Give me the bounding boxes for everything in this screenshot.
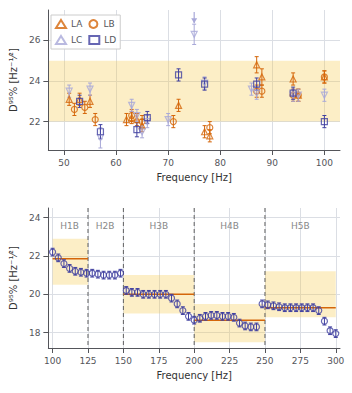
svg-text:275: 275 <box>292 356 309 366</box>
svg-text:125: 125 <box>79 356 96 366</box>
svg-text:24: 24 <box>29 76 41 86</box>
svg-text:H4B: H4B <box>220 221 239 231</box>
svg-text:LA: LA <box>71 19 83 29</box>
svg-text:LC: LC <box>71 35 82 45</box>
svg-text:150: 150 <box>115 356 132 366</box>
svg-text:H2B: H2B <box>96 221 115 231</box>
svg-text:Frequency [Hz]: Frequency [Hz] <box>156 370 232 381</box>
svg-text:26: 26 <box>29 35 41 45</box>
svg-text:90: 90 <box>267 158 279 168</box>
svg-text:18: 18 <box>29 328 41 338</box>
svg-text:70: 70 <box>162 158 174 168</box>
svg-text:24: 24 <box>29 213 41 223</box>
svg-text:300: 300 <box>327 356 344 366</box>
svg-text:D⁹⁵% [Hz⁻¹⁄²]: D⁹⁵% [Hz⁻¹⁄²] <box>8 246 19 310</box>
svg-text:175: 175 <box>150 356 167 366</box>
svg-text:22: 22 <box>29 251 40 261</box>
svg-text:200: 200 <box>186 356 203 366</box>
svg-text:100: 100 <box>44 356 61 366</box>
svg-text:50: 50 <box>58 158 70 168</box>
svg-text:22: 22 <box>29 117 40 127</box>
svg-text:Frequency [Hz]: Frequency [Hz] <box>156 172 232 183</box>
svg-text:80: 80 <box>214 158 226 168</box>
svg-text:D⁹⁵% [Hz⁻¹⁄²]: D⁹⁵% [Hz⁻¹⁄²] <box>8 48 19 112</box>
svg-text:250: 250 <box>256 356 273 366</box>
svg-text:20: 20 <box>29 289 41 299</box>
svg-text:225: 225 <box>221 356 238 366</box>
svg-text:60: 60 <box>110 158 122 168</box>
svg-text:100: 100 <box>316 158 333 168</box>
svg-text:LD: LD <box>104 35 116 45</box>
svg-text:H3B: H3B <box>149 221 168 231</box>
svg-text:LB: LB <box>103 19 114 29</box>
svg-text:H5B: H5B <box>291 221 310 231</box>
svg-text:H1B: H1B <box>60 221 79 231</box>
